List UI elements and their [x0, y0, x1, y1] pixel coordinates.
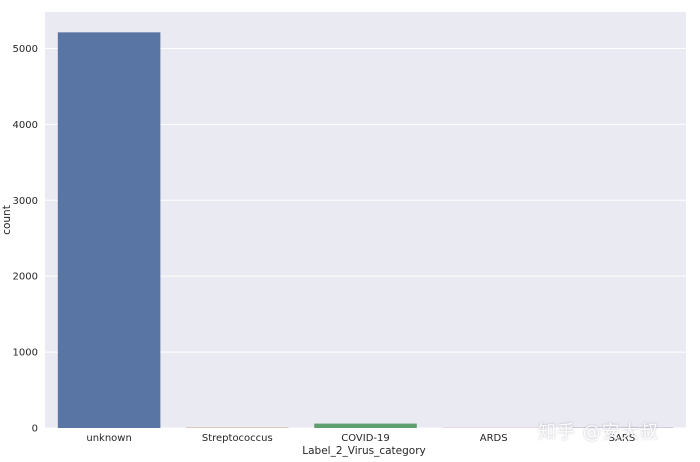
bar-covid-19 [314, 423, 417, 428]
y-tick-label: 2000 [13, 272, 38, 283]
x-axis-ticks: unknown Streptococcus COVID-19 ARDS SARS [86, 433, 635, 444]
x-tick-label: SARS [609, 433, 636, 444]
y-axis-ticks: 0 1000 2000 3000 4000 5000 [13, 44, 38, 435]
y-tick-label: 5000 [13, 44, 38, 55]
bar-unknown [57, 32, 161, 429]
x-tick-label: COVID-19 [341, 433, 390, 444]
x-tick-label: Streptococcus [202, 433, 273, 444]
x-tick-label: unknown [86, 433, 131, 444]
y-tick-label: 0 [32, 424, 38, 435]
y-tick-label: 4000 [13, 120, 38, 131]
y-tick-label: 1000 [13, 348, 38, 359]
x-axis-label: Label_2_Virus_category [302, 445, 425, 457]
watermark: 知乎 @安大叔 [538, 422, 659, 443]
x-tick-label: ARDS [480, 433, 508, 444]
y-axis-label: count [1, 205, 13, 235]
y-tick-label: 3000 [13, 196, 38, 207]
bars [57, 32, 674, 429]
